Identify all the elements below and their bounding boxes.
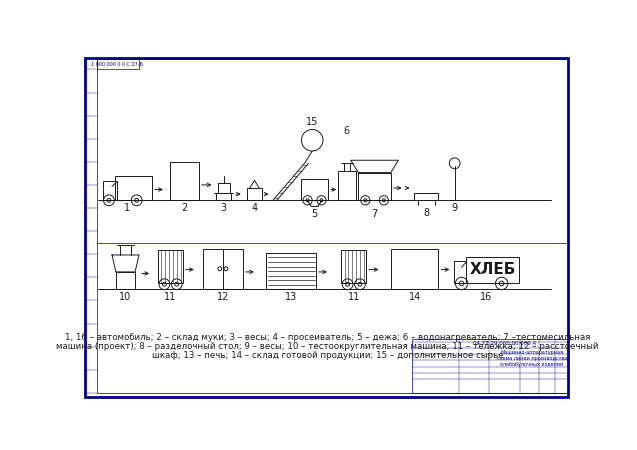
Bar	[97, 58, 139, 69]
Text: 14: 14	[408, 292, 421, 302]
Text: 16: 16	[480, 292, 492, 302]
Bar	[103, 181, 117, 200]
Text: 04.27.29.000.00.000 А: 04.27.29.000.00.000 А	[473, 341, 536, 346]
Text: 7: 7	[371, 209, 378, 219]
Text: Машинно-аппаратурная
схема линии производства
хлебобулочных изделий: Машинно-аппаратурная схема линии произво…	[497, 350, 567, 367]
Bar	[158, 250, 183, 284]
Text: 1: 1	[124, 203, 131, 213]
Bar	[412, 339, 568, 393]
Text: 2: 2	[182, 203, 187, 213]
Bar	[116, 272, 135, 289]
Bar	[466, 256, 519, 283]
Bar	[341, 250, 366, 284]
Bar	[266, 253, 316, 289]
Bar	[414, 193, 438, 200]
Bar	[359, 173, 390, 200]
Text: 1, 16 – автомобиль; 2 – склад муки; 3 – весы; 4 – просеиватель; 5 – дежа; 6 – во: 1, 16 – автомобиль; 2 – склад муки; 3 – …	[65, 333, 590, 342]
Text: 11: 11	[164, 292, 176, 302]
Text: 4: 4	[252, 203, 257, 213]
Bar	[203, 249, 243, 289]
Text: 1 000 000 0 0 С 27-Б: 1 000 000 0 0 С 27-Б	[92, 62, 143, 67]
Text: шкаф; 13 – печь; 14 – склад готовой продукции; 15 – дополнительное сырье: шкаф; 13 – печь; 14 – склад готовой прод…	[152, 351, 503, 360]
Text: 15: 15	[306, 117, 318, 127]
Bar	[217, 183, 230, 193]
Bar	[338, 171, 356, 200]
Bar	[390, 249, 438, 289]
Text: 3: 3	[220, 203, 227, 213]
Text: 11: 11	[348, 292, 360, 302]
Bar	[454, 261, 466, 283]
Bar	[301, 179, 329, 200]
Text: ХЛЕБ: ХЛЕБ	[469, 262, 515, 277]
Text: 13: 13	[285, 292, 297, 302]
Text: 10: 10	[119, 292, 131, 302]
Text: 9: 9	[452, 203, 458, 213]
Text: машина (проект); 8 – разделочный стол; 9 – весы; 10 – тестоокруглительная машина: машина (проект); 8 – разделочный стол; 9…	[56, 342, 599, 351]
Text: 8: 8	[423, 207, 429, 218]
Text: 6: 6	[344, 126, 350, 136]
Text: 12: 12	[217, 292, 229, 302]
Bar	[170, 162, 199, 200]
Bar	[247, 188, 262, 200]
Text: 5: 5	[311, 209, 318, 219]
Bar	[115, 176, 152, 200]
